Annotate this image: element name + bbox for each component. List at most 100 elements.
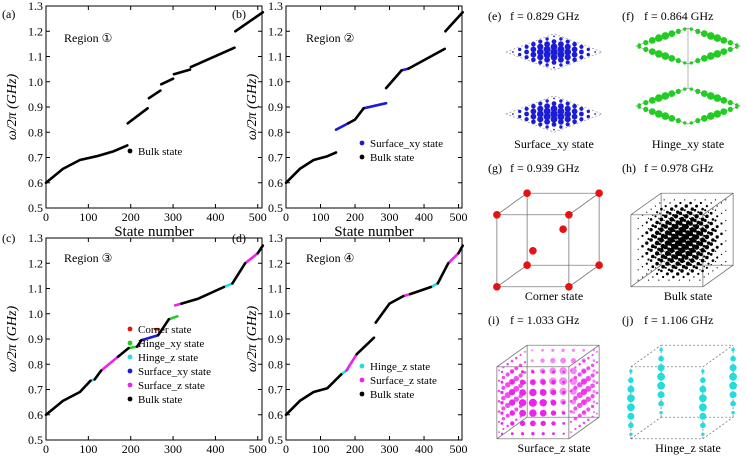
mode-dot bbox=[700, 55, 708, 62]
series-segment-hinge-z-state bbox=[222, 282, 234, 289]
mode-dot bbox=[689, 237, 696, 243]
mode-dot bbox=[664, 230, 671, 236]
mode-dot bbox=[590, 404, 595, 409]
series-segment-bulk-state bbox=[156, 317, 171, 337]
mode-dot bbox=[703, 266, 705, 268]
mode-dot bbox=[572, 119, 577, 125]
mode-dot bbox=[587, 356, 590, 360]
mode-dot bbox=[650, 244, 655, 249]
mode-dot bbox=[727, 100, 733, 106]
mode-dot bbox=[637, 228, 639, 230]
mode-dot bbox=[570, 367, 577, 375]
mode-dot bbox=[550, 399, 557, 406]
mode-dot bbox=[685, 250, 691, 256]
mode-dot bbox=[681, 223, 686, 228]
mode-dot bbox=[704, 224, 710, 229]
mode-caption: Hinge_xy state bbox=[652, 137, 724, 151]
mode-dot bbox=[689, 279, 691, 281]
mode-dot bbox=[695, 204, 699, 208]
series-segment-bulk-state bbox=[180, 285, 226, 305]
mode-dot bbox=[684, 266, 688, 270]
mode-dot bbox=[518, 399, 527, 407]
mode-dot bbox=[655, 34, 663, 42]
mode-dot bbox=[684, 214, 689, 219]
x-tick-label: 100 bbox=[312, 210, 330, 224]
mode-dot bbox=[651, 234, 655, 238]
mode-dot bbox=[725, 261, 727, 263]
mode-dot bbox=[637, 279, 639, 281]
mode-dot bbox=[735, 45, 739, 49]
mode-dot bbox=[649, 248, 653, 252]
mode-dot bbox=[562, 432, 565, 435]
mode-dot bbox=[637, 105, 641, 109]
mode-dot bbox=[580, 378, 587, 385]
mode-dot bbox=[565, 122, 570, 127]
legend-marker bbox=[359, 140, 365, 146]
mode-dot bbox=[550, 53, 558, 61]
mode-dot bbox=[689, 227, 695, 233]
mode-panel-f: (f) f = 0.864 GHz Hinge_xy state bbox=[622, 9, 741, 151]
mode-dot bbox=[678, 227, 681, 230]
mode-dot bbox=[524, 106, 529, 111]
mode-dot bbox=[559, 99, 563, 103]
series-segment-surface-xy-state bbox=[140, 333, 160, 342]
mode-dot bbox=[657, 372, 665, 381]
y-tick-label: 0.7 bbox=[268, 383, 283, 397]
mode-dot bbox=[524, 49, 529, 55]
mode-dot bbox=[700, 30, 708, 37]
mode-dot bbox=[714, 239, 717, 243]
mode-dot bbox=[675, 88, 681, 94]
mode-dot bbox=[671, 223, 676, 228]
mode-dot bbox=[592, 400, 596, 404]
mode-dot bbox=[662, 214, 665, 217]
mode-dot bbox=[592, 359, 596, 362]
mode-dot bbox=[655, 110, 663, 118]
region-label: Region ③ bbox=[64, 251, 112, 265]
y-tick-label: 1.2 bbox=[28, 256, 43, 270]
cube-edge bbox=[568, 344, 600, 368]
mode-dot bbox=[641, 214, 644, 216]
mode-dot bbox=[657, 258, 661, 261]
mode-dot bbox=[497, 410, 501, 413]
mode-dot bbox=[578, 424, 581, 428]
mode-dot bbox=[709, 211, 713, 215]
mode-dot bbox=[513, 396, 519, 402]
mode-dot bbox=[712, 208, 714, 210]
mode-dot bbox=[675, 118, 681, 124]
mode-dot bbox=[553, 35, 555, 38]
x-tick-label: 500 bbox=[249, 210, 267, 224]
mode-dot bbox=[637, 269, 639, 271]
series-segment-bulk-state bbox=[135, 338, 143, 348]
mode-dot bbox=[703, 255, 706, 258]
mode-dot bbox=[518, 47, 522, 52]
mode-panel-e: (e) f = 0.829 GHz Surface_xy state bbox=[488, 9, 603, 151]
series-segment-bulk-state bbox=[284, 373, 343, 417]
mode-dot bbox=[681, 243, 686, 249]
mode-dot bbox=[581, 388, 587, 395]
mode-dot bbox=[668, 279, 670, 281]
mode-dot bbox=[670, 243, 676, 249]
mode-dot bbox=[585, 375, 591, 382]
x-tick-label: 400 bbox=[415, 442, 433, 456]
mode-caption: Bulk state bbox=[664, 289, 712, 303]
mode-dot bbox=[663, 214, 668, 219]
mode-dot bbox=[502, 366, 505, 369]
series-segment-surface-z-state bbox=[446, 251, 460, 265]
y-tick-label: 0.6 bbox=[28, 176, 43, 190]
mode-dot bbox=[562, 390, 566, 395]
mode-dot bbox=[550, 115, 558, 123]
mode-dot bbox=[720, 97, 728, 104]
mode-dot bbox=[573, 406, 578, 411]
mode-dot bbox=[595, 381, 599, 385]
mode-dot bbox=[552, 370, 555, 374]
mode-dot bbox=[528, 398, 537, 407]
mode-dot bbox=[591, 353, 594, 357]
region-label: Region ② bbox=[306, 31, 354, 45]
mode-dot bbox=[557, 107, 565, 115]
mode-dot bbox=[709, 242, 713, 246]
mode-dot bbox=[506, 424, 510, 428]
series-segment-bulk-state bbox=[436, 261, 450, 285]
y-tick-label: 1.2 bbox=[28, 24, 43, 38]
mode-caption: Corner state bbox=[525, 289, 583, 303]
series-segment-bulk-state bbox=[147, 89, 162, 100]
